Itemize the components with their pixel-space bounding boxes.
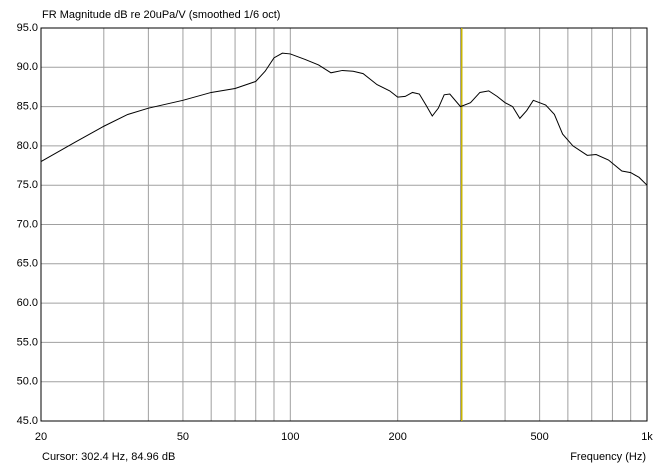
x-tick-label: 1k <box>641 431 653 443</box>
y-tick-label: 75.0 <box>17 179 38 191</box>
x-tick-label: 100 <box>281 431 299 443</box>
y-tick-label: 90.0 <box>17 61 38 73</box>
x-tick-label: 200 <box>389 431 407 443</box>
chart-title: FR Magnitude dB re 20uPa/V (smoothed 1/6… <box>42 9 280 21</box>
y-tick-label: 45.0 <box>17 415 38 427</box>
cursor-readout: Cursor: 302.4 Hz, 84.96 dB <box>42 451 175 463</box>
y-tick-label: 85.0 <box>17 101 38 113</box>
y-tick-label: 50.0 <box>17 376 38 388</box>
y-tick-label: 70.0 <box>17 218 38 230</box>
y-tick-label: 60.0 <box>17 297 38 309</box>
x-tick-label: 50 <box>177 431 189 443</box>
y-tick-label: 65.0 <box>17 258 38 270</box>
series-line <box>40 52 648 186</box>
y-tick-label: 95.0 <box>17 22 38 34</box>
x-axis-label: Frequency (Hz) <box>570 451 646 463</box>
x-tick-label: 500 <box>530 431 548 443</box>
plot-frame <box>40 27 648 422</box>
x-tick-label: 20 <box>35 431 47 443</box>
y-tick-label: 55.0 <box>17 336 38 348</box>
y-tick-label: 80.0 <box>17 140 38 152</box>
